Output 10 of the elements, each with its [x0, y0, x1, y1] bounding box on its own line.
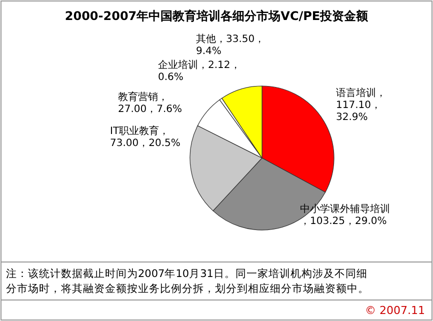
slice-label: 中小学课外辅导培训	[300, 203, 390, 215]
text: 注：该统计数据截止时间为2007年10月31日。同一家培训机构涉及不同细分市场时，将其融资金额按业务比例分拆，划分到相应细分市场融资额中。	[6, 267, 369, 295]
slice-label: 企业培训，2.12，0.6%	[158, 59, 240, 83]
slice-label: 其他，33.50，9.4%	[196, 33, 265, 57]
data-label: ，103.25，29.0%	[300, 216, 387, 227]
text: © 2007.11	[365, 304, 425, 317]
slice-label: 语言培训，117.10，32.9%	[336, 87, 386, 123]
chart-title: 2000-2007年中国教育培训各细分市场VC/PE投资金额	[64, 9, 370, 23]
slice-label: 教育营销，27.00，7.6%	[118, 91, 182, 115]
slice-label: IT职业教育，73.00，20.5%	[110, 125, 180, 149]
